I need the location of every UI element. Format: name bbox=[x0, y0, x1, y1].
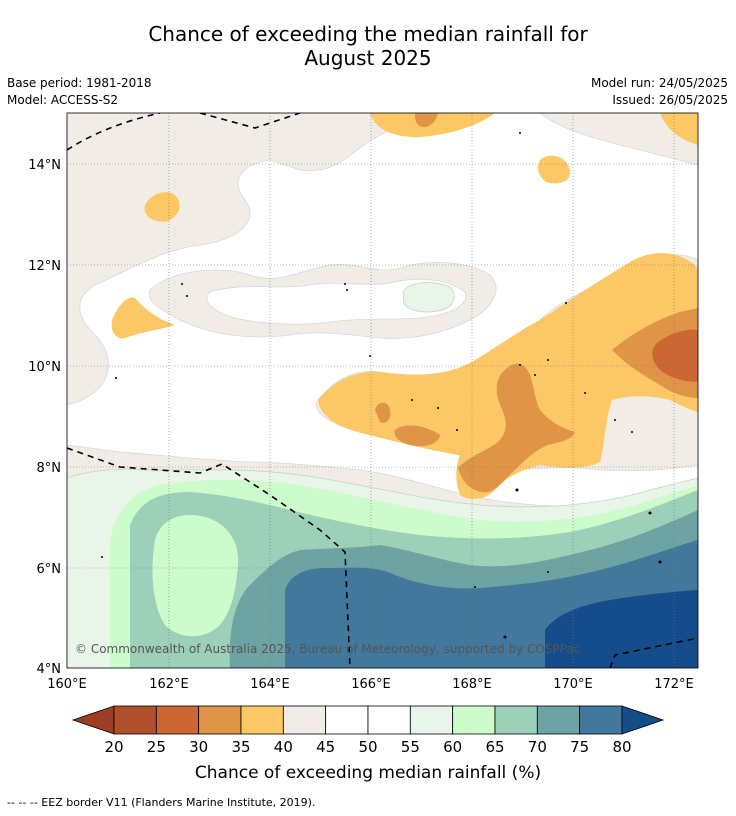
colorbar-segment bbox=[409, 705, 454, 735]
issued-date: Issued: 26/05/2025 bbox=[612, 93, 728, 107]
colorbar-extend-high bbox=[621, 705, 665, 735]
colorbar-tick-label: 30 bbox=[189, 738, 208, 756]
colorbar-segment bbox=[155, 705, 200, 735]
colorbar-tick-label: 45 bbox=[316, 738, 335, 756]
x-tick: 160°E bbox=[47, 677, 87, 692]
colorbar-segment bbox=[494, 705, 538, 735]
colorbar-tick-label: 70 bbox=[528, 738, 547, 756]
y-tick: 14°N bbox=[28, 158, 61, 173]
footer-note: -- -- -- EEZ border V11 (Flanders Marine… bbox=[7, 796, 316, 809]
y-tick: 6°N bbox=[37, 562, 62, 577]
colorbar-tick-label: 25 bbox=[147, 738, 166, 756]
colorbar-segment bbox=[240, 705, 284, 735]
colorbar-tick-label: 65 bbox=[485, 738, 504, 756]
colorbar-tick-label: 80 bbox=[612, 738, 631, 756]
band-50-55-island bbox=[206, 278, 467, 325]
x-tick: 164°E bbox=[250, 677, 290, 692]
y-axis-labels: 14°N 12°N 10°N 8°N 6°N 4°N bbox=[28, 158, 61, 677]
colorbar-tick-label: 60 bbox=[443, 738, 462, 756]
colorbar-segment bbox=[579, 705, 623, 735]
map-contours bbox=[67, 113, 698, 668]
eez-border bbox=[67, 113, 698, 668]
plot-frame bbox=[66, 112, 699, 669]
model-name: Model: ACCESS-S2 bbox=[7, 93, 119, 107]
colorbar-tick-label: 35 bbox=[231, 738, 250, 756]
chart-title-line1: Chance of exceeding the median rainfall … bbox=[148, 22, 588, 46]
y-tick: 10°N bbox=[28, 360, 61, 375]
colorbar-ticks: 20 25 30 35 40 45 50 55 60 65 70 75 80 bbox=[104, 738, 631, 756]
x-tick: 166°E bbox=[351, 677, 391, 692]
band-60-65-pocket bbox=[152, 515, 239, 637]
y-tick: 4°N bbox=[37, 662, 62, 677]
x-tick: 172°E bbox=[654, 677, 694, 692]
colorbar-tick-label: 20 bbox=[104, 738, 123, 756]
model-run: Model run: 24/05/2025 bbox=[590, 76, 728, 90]
colorbar-segment bbox=[113, 705, 157, 735]
colorbar-tick-label: 50 bbox=[358, 738, 377, 756]
y-tick: 12°N bbox=[28, 259, 61, 274]
colorbar-segment bbox=[198, 705, 242, 735]
graticule bbox=[67, 113, 698, 668]
colorbar-tick-label: 40 bbox=[274, 738, 293, 756]
colorbar-tick-label: 55 bbox=[401, 738, 420, 756]
colorbar-extend-low bbox=[71, 705, 115, 735]
base-period: Base period: 1981-2018 bbox=[7, 76, 152, 90]
colorbar-segment bbox=[282, 705, 327, 735]
x-tick: 162°E bbox=[149, 677, 189, 692]
y-tick: 8°N bbox=[37, 461, 62, 476]
colorbar-segment bbox=[325, 705, 369, 735]
colorbar bbox=[71, 705, 665, 735]
band-80-plus bbox=[545, 590, 698, 668]
colorbar-segment bbox=[367, 705, 411, 735]
colorbar-segment bbox=[536, 705, 581, 735]
colorbar-title: Chance of exceeding median rainfall (%) bbox=[195, 763, 541, 783]
chart-title-line2: August 2025 bbox=[304, 46, 432, 70]
band-55-60-patch bbox=[402, 282, 455, 313]
x-axis-labels: 160°E 162°E 164°E 166°E 168°E 170°E 172°… bbox=[47, 677, 694, 692]
colorbar-tick-label: 75 bbox=[570, 738, 589, 756]
colorbar-segment bbox=[452, 705, 496, 735]
band-25-30 bbox=[652, 329, 698, 382]
x-tick: 170°E bbox=[553, 677, 593, 692]
island-dots bbox=[101, 132, 662, 639]
x-tick: 168°E bbox=[452, 677, 492, 692]
copyright-note: © Commonwealth of Australia 2025, Bureau… bbox=[75, 642, 580, 656]
